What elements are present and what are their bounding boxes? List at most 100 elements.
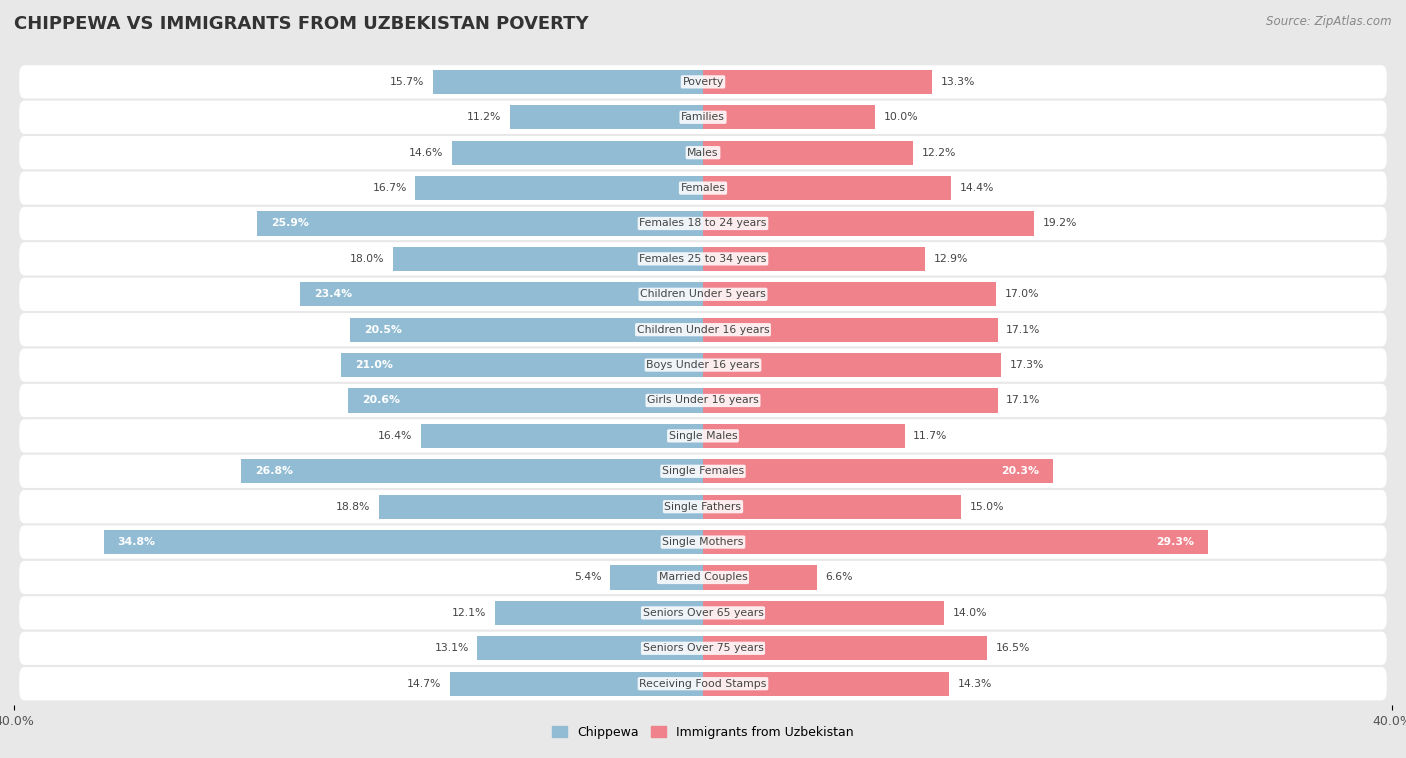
FancyBboxPatch shape (20, 490, 1386, 523)
Text: 11.2%: 11.2% (467, 112, 502, 122)
Text: 19.2%: 19.2% (1042, 218, 1077, 228)
FancyBboxPatch shape (20, 171, 1386, 205)
Text: Seniors Over 65 years: Seniors Over 65 years (643, 608, 763, 618)
Text: 34.8%: 34.8% (117, 537, 156, 547)
FancyBboxPatch shape (20, 631, 1386, 665)
Text: Children Under 16 years: Children Under 16 years (637, 324, 769, 335)
Text: 26.8%: 26.8% (256, 466, 294, 476)
Text: 15.7%: 15.7% (389, 77, 425, 87)
Bar (104, 530, 703, 554)
Text: 17.0%: 17.0% (1004, 290, 1039, 299)
Text: 16.7%: 16.7% (373, 183, 406, 193)
Text: 16.4%: 16.4% (378, 431, 412, 441)
Bar (703, 70, 932, 94)
FancyBboxPatch shape (20, 455, 1386, 488)
Text: Single Males: Single Males (669, 431, 737, 441)
Bar (703, 247, 925, 271)
FancyBboxPatch shape (20, 101, 1386, 134)
Text: Single Fathers: Single Fathers (665, 502, 741, 512)
Text: 16.5%: 16.5% (995, 644, 1031, 653)
Text: Females: Females (681, 183, 725, 193)
Text: Poverty: Poverty (682, 77, 724, 87)
Text: 13.3%: 13.3% (941, 77, 974, 87)
Text: 15.0%: 15.0% (970, 502, 1004, 512)
Bar (703, 105, 875, 130)
Bar (703, 495, 962, 518)
Text: 20.3%: 20.3% (1001, 466, 1039, 476)
Bar (703, 636, 987, 660)
Text: 17.3%: 17.3% (1010, 360, 1043, 370)
Text: Married Couples: Married Couples (658, 572, 748, 582)
Bar (510, 105, 703, 130)
Text: 18.8%: 18.8% (336, 502, 371, 512)
Bar (392, 247, 703, 271)
Text: Families: Families (681, 112, 725, 122)
Text: 21.0%: 21.0% (356, 360, 392, 370)
FancyBboxPatch shape (20, 277, 1386, 311)
Bar (450, 672, 703, 696)
Text: 20.5%: 20.5% (364, 324, 402, 335)
Text: 14.4%: 14.4% (960, 183, 994, 193)
Bar (703, 282, 995, 306)
Text: 6.6%: 6.6% (825, 572, 853, 582)
Bar (342, 353, 703, 377)
Text: 17.1%: 17.1% (1007, 396, 1040, 406)
Text: 12.1%: 12.1% (451, 608, 486, 618)
Bar (433, 70, 703, 94)
Bar (703, 318, 997, 342)
Text: 25.9%: 25.9% (271, 218, 308, 228)
FancyBboxPatch shape (20, 384, 1386, 417)
Text: 10.0%: 10.0% (884, 112, 918, 122)
FancyBboxPatch shape (20, 561, 1386, 594)
Text: Receiving Food Stamps: Receiving Food Stamps (640, 678, 766, 689)
Bar (478, 636, 703, 660)
Text: Females 18 to 24 years: Females 18 to 24 years (640, 218, 766, 228)
Bar (703, 176, 950, 200)
Text: 13.1%: 13.1% (434, 644, 468, 653)
Bar (703, 424, 904, 448)
Bar (703, 530, 1208, 554)
FancyBboxPatch shape (20, 65, 1386, 99)
Text: Females 25 to 34 years: Females 25 to 34 years (640, 254, 766, 264)
Text: 14.7%: 14.7% (406, 678, 441, 689)
Bar (703, 565, 817, 590)
Bar (380, 495, 703, 518)
Text: 12.9%: 12.9% (934, 254, 969, 264)
Text: Children Under 5 years: Children Under 5 years (640, 290, 766, 299)
FancyBboxPatch shape (20, 667, 1386, 700)
FancyBboxPatch shape (20, 243, 1386, 275)
Bar (703, 601, 945, 625)
Text: Source: ZipAtlas.com: Source: ZipAtlas.com (1267, 15, 1392, 28)
Text: 20.6%: 20.6% (361, 396, 399, 406)
Text: Single Females: Single Females (662, 466, 744, 476)
Bar (451, 141, 703, 164)
Bar (257, 211, 703, 236)
Text: Seniors Over 75 years: Seniors Over 75 years (643, 644, 763, 653)
Bar (610, 565, 703, 590)
Bar (703, 353, 1001, 377)
Bar (350, 318, 703, 342)
Bar (299, 282, 703, 306)
Text: 23.4%: 23.4% (314, 290, 352, 299)
Bar (349, 388, 703, 412)
FancyBboxPatch shape (20, 136, 1386, 169)
FancyBboxPatch shape (20, 525, 1386, 559)
Text: 29.3%: 29.3% (1156, 537, 1194, 547)
Text: 14.0%: 14.0% (953, 608, 987, 618)
Text: 18.0%: 18.0% (350, 254, 384, 264)
Text: Single Mothers: Single Mothers (662, 537, 744, 547)
FancyBboxPatch shape (20, 597, 1386, 630)
Text: CHIPPEWA VS IMMIGRANTS FROM UZBEKISTAN POVERTY: CHIPPEWA VS IMMIGRANTS FROM UZBEKISTAN P… (14, 15, 589, 33)
Bar (703, 459, 1053, 484)
FancyBboxPatch shape (20, 313, 1386, 346)
Text: Boys Under 16 years: Boys Under 16 years (647, 360, 759, 370)
Bar (703, 141, 912, 164)
Text: Males: Males (688, 148, 718, 158)
Bar (703, 211, 1033, 236)
FancyBboxPatch shape (20, 207, 1386, 240)
Text: 17.1%: 17.1% (1007, 324, 1040, 335)
FancyBboxPatch shape (20, 349, 1386, 382)
Bar (703, 388, 997, 412)
FancyBboxPatch shape (20, 419, 1386, 453)
Bar (420, 424, 703, 448)
